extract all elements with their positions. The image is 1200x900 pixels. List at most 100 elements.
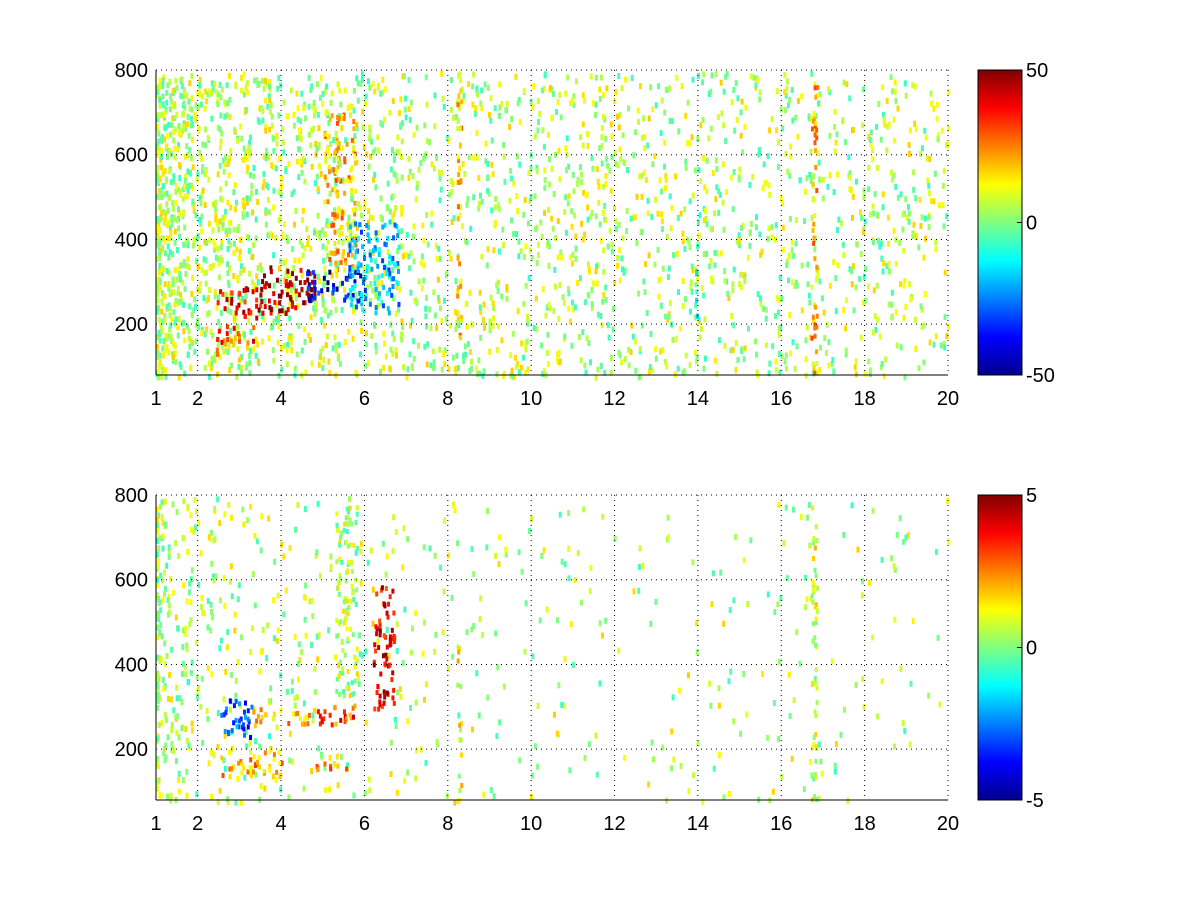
heatmap-cell: [815, 685, 819, 691]
heatmap-cell: [159, 363, 163, 370]
heatmap-cell: [925, 155, 929, 162]
heatmap-cell: [228, 154, 232, 161]
heatmap-cell: [594, 101, 598, 108]
heatmap-cell: [734, 80, 738, 87]
heatmap-cell: [574, 245, 578, 252]
heatmap-cell: [196, 171, 200, 178]
heatmap-cell: [296, 501, 300, 508]
heatmap-cell: [481, 316, 485, 323]
heatmap-cell: [159, 622, 163, 629]
heatmap-cell: [386, 180, 390, 187]
heatmap-cell: [388, 634, 392, 640]
heatmap-cell: [332, 167, 336, 173]
heatmap-cell: [355, 505, 359, 511]
heatmap-cell: [703, 355, 707, 362]
heatmap-cell: [362, 144, 366, 151]
heatmap-cell: [156, 223, 160, 230]
heatmap-cell: [175, 84, 179, 91]
heatmap-cell: [359, 292, 363, 298]
heatmap-cell: [696, 219, 700, 226]
heatmap-cell: [456, 154, 460, 160]
heatmap-cell: [222, 168, 226, 175]
heatmap-cell: [229, 204, 233, 211]
heatmap-cell: [327, 120, 331, 127]
heatmap-cell: [613, 279, 617, 286]
heatmap-cell: [505, 100, 509, 107]
heatmap-cell: [346, 521, 350, 527]
heatmap-cell: [784, 150, 788, 157]
heatmap-cell: [392, 170, 396, 177]
heatmap-cell: [216, 171, 220, 178]
heatmap-cell: [551, 90, 555, 97]
heatmap-cell: [260, 286, 264, 292]
heatmap-cell: [753, 338, 757, 345]
heatmap-cell: [204, 269, 208, 276]
heatmap-cell: [749, 537, 753, 544]
heatmap-cell: [391, 330, 395, 337]
heatmap-cell: [240, 770, 244, 776]
heatmap-cell: [405, 231, 409, 238]
heatmap-cell: [308, 297, 312, 303]
heatmap-cell: [711, 278, 715, 285]
heatmap-cell: [194, 338, 198, 345]
heatmap-cell: [156, 551, 160, 558]
heatmap-cell: [904, 196, 908, 203]
heatmap-cell: [683, 245, 687, 252]
heatmap-cell: [156, 562, 160, 569]
heatmap-cell: [391, 214, 395, 221]
heatmap-cell: [627, 346, 631, 353]
heatmap-cell: [671, 336, 675, 343]
heatmap-cell: [242, 266, 246, 273]
heatmap-cell: [161, 183, 165, 190]
heatmap-cell: [358, 222, 362, 228]
heatmap-cell: [248, 765, 252, 771]
heatmap-cell: [722, 794, 726, 801]
heatmap-cell: [303, 616, 307, 623]
heatmap-cell: [737, 232, 741, 239]
heatmap-cell: [583, 362, 587, 369]
heatmap-cell: [497, 205, 501, 212]
heatmap-cell: [169, 797, 173, 804]
heatmap-cell: [252, 325, 256, 331]
heatmap-cell: [500, 337, 504, 344]
heatmap-cell: [371, 287, 375, 294]
heatmap-cell: [346, 221, 350, 227]
heatmap-cell: [559, 249, 563, 256]
heatmap-cell: [943, 314, 947, 321]
heatmap-cell: [688, 244, 692, 251]
heatmap-cell: [199, 220, 203, 227]
heatmap-cell: [317, 142, 321, 149]
heatmap-cell: [156, 704, 160, 711]
heatmap-cell: [323, 761, 327, 767]
heatmap-cell: [243, 774, 247, 781]
heatmap-cell: [783, 88, 787, 95]
heatmap-cell: [850, 268, 854, 275]
heatmap-cell: [407, 106, 411, 113]
heatmap-cell: [597, 183, 601, 190]
heatmap-cell: [514, 363, 518, 370]
heatmap-cell: [277, 372, 281, 379]
heatmap-cell: [566, 285, 570, 292]
heatmap-cell: [195, 176, 199, 183]
heatmap-cell: [342, 689, 346, 695]
heatmap-cell: [262, 768, 266, 774]
heatmap-cell: [300, 286, 304, 292]
heatmap-cell: [882, 116, 886, 123]
heatmap-cell: [265, 182, 269, 189]
heatmap-cell: [791, 339, 795, 346]
heatmap-cell: [517, 549, 521, 556]
heatmap-cell: [385, 290, 389, 296]
heatmap-cell: [160, 328, 164, 335]
heatmap-cell: [927, 190, 931, 197]
heatmap-cell: [245, 148, 249, 155]
grid: [156, 69, 949, 375]
heatmap-cell: [518, 119, 522, 126]
heatmap-cell: [303, 326, 307, 333]
heatmap-cell: [210, 355, 214, 362]
heatmap-cell: [818, 91, 822, 98]
heatmap-cell: [380, 703, 384, 709]
heatmap-cell: [583, 755, 587, 762]
heatmap-cell: [852, 263, 856, 270]
heatmap-cell: [847, 154, 851, 161]
heatmap-cell: [291, 758, 295, 765]
